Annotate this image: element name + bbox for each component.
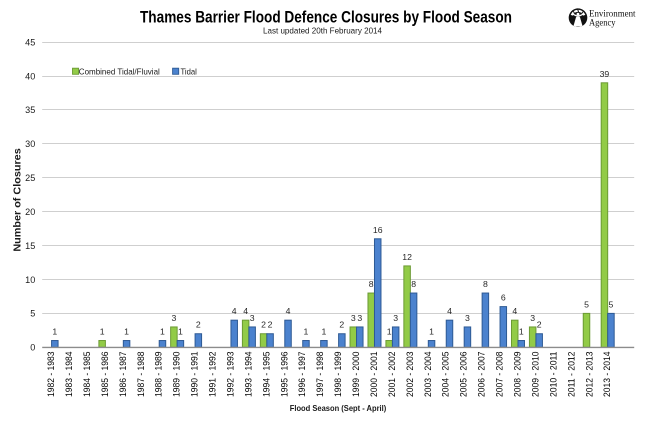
svg-text:1998 - 1999: 1998 - 1999 bbox=[333, 352, 343, 398]
svg-text:Last updated 20th February 201: Last updated 20th February 2014 bbox=[263, 26, 382, 36]
svg-text:1989 - 1990: 1989 - 1990 bbox=[172, 352, 182, 398]
svg-text:2001 - 2002: 2001 - 2002 bbox=[387, 352, 397, 398]
svg-text:45: 45 bbox=[25, 37, 35, 47]
svg-text:3: 3 bbox=[465, 313, 470, 323]
svg-text:1987 - 1988: 1987 - 1988 bbox=[136, 352, 146, 398]
svg-text:6: 6 bbox=[501, 293, 506, 303]
svg-text:25: 25 bbox=[25, 173, 35, 183]
svg-text:1995 - 1996: 1995 - 1996 bbox=[279, 352, 289, 398]
svg-text:35: 35 bbox=[25, 105, 35, 115]
svg-text:2009 - 2010: 2009 - 2010 bbox=[530, 352, 540, 398]
svg-text:20: 20 bbox=[25, 207, 35, 217]
svg-text:1991 - 1992: 1991 - 1992 bbox=[208, 352, 218, 398]
svg-text:2005 - 2006: 2005 - 2006 bbox=[459, 352, 469, 398]
svg-text:1985 - 1986: 1985 - 1986 bbox=[100, 352, 110, 398]
svg-text:1982 - 1983: 1982 - 1983 bbox=[46, 352, 56, 398]
svg-text:30: 30 bbox=[25, 139, 35, 149]
svg-text:8: 8 bbox=[369, 279, 374, 289]
svg-text:1992 - 1993: 1992 - 1993 bbox=[225, 352, 235, 398]
svg-text:10: 10 bbox=[25, 275, 35, 285]
svg-text:1990 - 1991: 1990 - 1991 bbox=[190, 352, 200, 398]
svg-text:4: 4 bbox=[243, 306, 248, 316]
svg-text:2003 - 2004: 2003 - 2004 bbox=[423, 352, 433, 398]
svg-text:2008 - 2009: 2008 - 2009 bbox=[512, 352, 522, 398]
svg-text:2: 2 bbox=[196, 320, 201, 330]
svg-text:1997 - 1998: 1997 - 1998 bbox=[315, 352, 325, 398]
svg-text:3: 3 bbox=[250, 313, 255, 323]
svg-text:2004 - 2005: 2004 - 2005 bbox=[441, 352, 451, 398]
svg-text:2002 - 2003: 2002 - 2003 bbox=[405, 352, 415, 398]
svg-text:4: 4 bbox=[512, 306, 517, 316]
svg-text:1: 1 bbox=[160, 327, 165, 337]
svg-text:2006 - 2007: 2006 - 2007 bbox=[477, 352, 487, 398]
svg-text:1999 - 2000: 1999 - 2000 bbox=[351, 352, 361, 398]
svg-text:2011 - 2012: 2011 - 2012 bbox=[566, 352, 576, 398]
svg-text:3: 3 bbox=[351, 313, 356, 323]
svg-text:2007 - 2008: 2007 - 2008 bbox=[495, 352, 505, 398]
svg-text:2010 - 2011: 2010 - 2011 bbox=[548, 352, 558, 398]
svg-text:1986 - 1987: 1986 - 1987 bbox=[118, 352, 128, 398]
svg-text:12: 12 bbox=[402, 252, 412, 262]
svg-text:1993 - 1994: 1993 - 1994 bbox=[243, 352, 253, 398]
svg-text:1994 - 1995: 1994 - 1995 bbox=[261, 352, 271, 398]
svg-text:3: 3 bbox=[171, 313, 176, 323]
svg-text:0: 0 bbox=[30, 343, 35, 353]
svg-text:3: 3 bbox=[530, 313, 535, 323]
svg-text:Agency: Agency bbox=[589, 18, 616, 29]
svg-text:4: 4 bbox=[286, 306, 291, 316]
svg-text:1988 - 1989: 1988 - 1989 bbox=[154, 352, 164, 398]
svg-text:1: 1 bbox=[429, 327, 434, 337]
svg-text:1: 1 bbox=[321, 327, 326, 337]
svg-text:5: 5 bbox=[609, 299, 614, 309]
svg-text:Combined Tidal/Fluvial: Combined Tidal/Fluvial bbox=[79, 66, 160, 76]
svg-text:40: 40 bbox=[25, 71, 35, 81]
svg-text:1: 1 bbox=[52, 327, 57, 337]
svg-text:Flood Season (Sept - April): Flood Season (Sept - April) bbox=[290, 404, 387, 413]
svg-text:5: 5 bbox=[584, 299, 589, 309]
svg-text:2: 2 bbox=[537, 320, 542, 330]
svg-text:1984 - 1985: 1984 - 1985 bbox=[82, 352, 92, 398]
svg-text:1: 1 bbox=[387, 327, 392, 337]
svg-text:3: 3 bbox=[357, 313, 362, 323]
svg-text:3: 3 bbox=[393, 313, 398, 323]
svg-text:Thames Barrier Flood Defence C: Thames Barrier Flood Defence Closures by… bbox=[140, 8, 512, 27]
svg-text:2: 2 bbox=[268, 320, 273, 330]
svg-text:Number of Closures: Number of Closures bbox=[13, 148, 24, 252]
svg-text:1: 1 bbox=[519, 327, 524, 337]
svg-text:1: 1 bbox=[100, 327, 105, 337]
svg-text:1983 - 1984: 1983 - 1984 bbox=[64, 352, 74, 398]
svg-text:2: 2 bbox=[339, 320, 344, 330]
svg-text:2000 - 2001: 2000 - 2001 bbox=[369, 352, 379, 398]
svg-text:1: 1 bbox=[178, 327, 183, 337]
svg-text:2013 - 2014: 2013 - 2014 bbox=[602, 352, 612, 398]
svg-text:Environment: Environment bbox=[589, 8, 636, 19]
svg-text:39: 39 bbox=[600, 69, 610, 79]
svg-text:1: 1 bbox=[124, 327, 129, 337]
svg-text:4: 4 bbox=[232, 306, 237, 316]
svg-text:8: 8 bbox=[411, 279, 416, 289]
svg-text:5: 5 bbox=[30, 309, 35, 319]
svg-text:1996 - 1997: 1996 - 1997 bbox=[297, 352, 307, 398]
svg-text:15: 15 bbox=[25, 241, 35, 251]
svg-text:2: 2 bbox=[261, 320, 266, 330]
svg-text:2012 - 2013: 2012 - 2013 bbox=[584, 352, 594, 398]
svg-text:Tidal: Tidal bbox=[181, 66, 197, 76]
svg-text:8: 8 bbox=[483, 279, 488, 289]
svg-text:1: 1 bbox=[304, 327, 309, 337]
svg-text:16: 16 bbox=[373, 225, 383, 235]
svg-text:4: 4 bbox=[447, 306, 452, 316]
